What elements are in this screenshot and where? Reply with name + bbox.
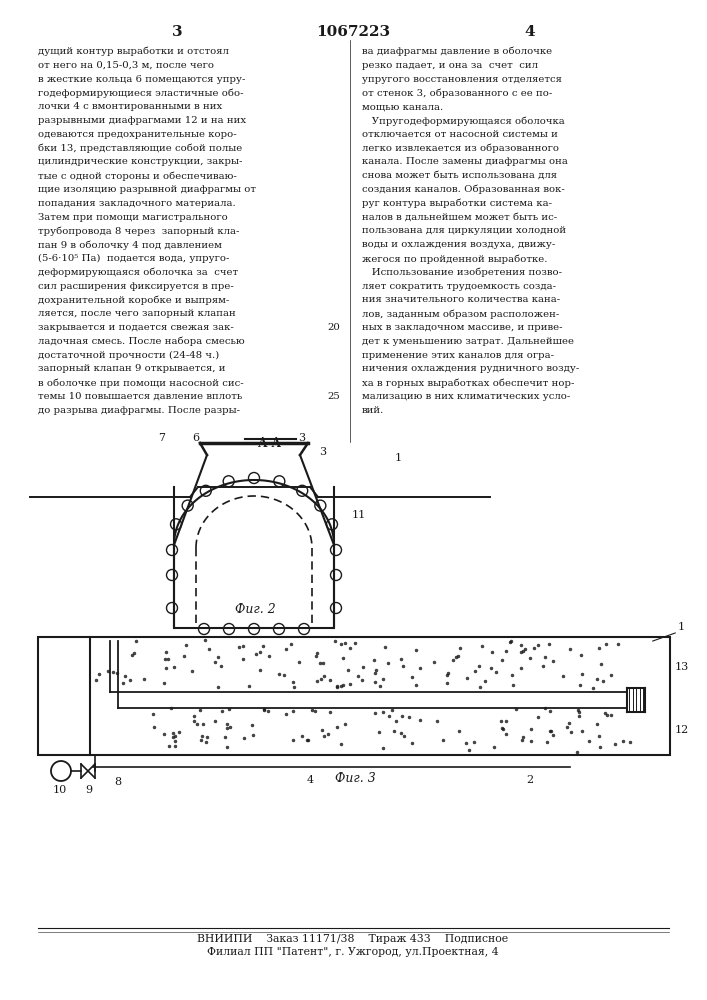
Text: пан 9 в оболочку 4 под давлением: пан 9 в оболочку 4 под давлением: [38, 240, 222, 250]
Text: ха в горных выработках обеспечит нор-: ха в горных выработках обеспечит нор-: [362, 378, 574, 388]
Text: снова может быть использована для: снова может быть использована для: [362, 171, 557, 180]
Text: попадания закладочного материала.: попадания закладочного материала.: [38, 199, 235, 208]
Text: 1: 1: [678, 622, 685, 632]
Text: достаточной прочности (24-48 ч.): достаточной прочности (24-48 ч.): [38, 351, 219, 360]
Text: ВНИИПИ    Заказ 11171/38    Тираж 433    Подписное: ВНИИПИ Заказ 11171/38 Тираж 433 Подписно…: [197, 934, 508, 944]
Text: жегося по пройденной выработке.: жегося по пройденной выработке.: [362, 254, 547, 263]
Text: в жесткие кольца 6 помещаются упру-: в жесткие кольца 6 помещаются упру-: [38, 75, 245, 84]
Text: Фиг. 2: Фиг. 2: [235, 603, 275, 616]
Text: (5-6·10⁵ Па)  подается вода, упруго-: (5-6·10⁵ Па) подается вода, упруго-: [38, 254, 229, 263]
Text: ляется, после чего запорный клапан: ляется, после чего запорный клапан: [38, 309, 235, 318]
Text: воды и охлаждения воздуха, движу-: воды и охлаждения воздуха, движу-: [362, 240, 555, 249]
Text: закрывается и подается свежая зак-: закрывается и подается свежая зак-: [38, 323, 234, 332]
Text: руг контура выработки система ка-: руг контура выработки система ка-: [362, 199, 552, 208]
Text: 25: 25: [327, 392, 340, 401]
Text: вий.: вий.: [362, 406, 385, 415]
Text: применение этих каналов для огра-: применение этих каналов для огра-: [362, 351, 554, 360]
Text: мощью канала.: мощью канала.: [362, 102, 443, 111]
Text: 4: 4: [306, 775, 314, 785]
Text: Упругодеформирующаяся оболочка: Упругодеформирующаяся оболочка: [362, 116, 565, 125]
Text: упругого восстановления отделяется: упругого восстановления отделяется: [362, 75, 562, 84]
Text: отключается от насосной системы и: отключается от насосной системы и: [362, 130, 558, 139]
Text: 10: 10: [53, 785, 67, 795]
Text: мализацию в них климатических усло-: мализацию в них климатических усло-: [362, 392, 571, 401]
Text: 9: 9: [85, 785, 92, 795]
Text: до разрыва диафрагмы. После разры-: до разрыва диафрагмы. После разры-: [38, 406, 240, 415]
Text: в оболочке при помощи насосной сис-: в оболочке при помощи насосной сис-: [38, 378, 244, 388]
Text: ничения охлаждения рудничного возду-: ничения охлаждения рудничного возду-: [362, 364, 579, 373]
Text: темы 10 повышается давление вплоть: темы 10 повышается давление вплоть: [38, 392, 243, 401]
Text: дущий контур выработки и отстоял: дущий контур выработки и отстоял: [38, 47, 229, 56]
Text: разрывными диафрагмами 12 и на них: разрывными диафрагмами 12 и на них: [38, 116, 246, 125]
Text: лочки 4 с вмонтированными в них: лочки 4 с вмонтированными в них: [38, 102, 222, 111]
Text: 11: 11: [352, 510, 366, 520]
Bar: [38, 637, 670, 755]
Text: ляет сократить трудоемкость созда-: ляет сократить трудоемкость созда-: [362, 282, 556, 291]
Text: ния значительного количества кана-: ния значительного количества кана-: [362, 295, 560, 304]
Text: ладочная смесь. После набора смесью: ладочная смесь. После набора смесью: [38, 337, 245, 346]
Text: 3: 3: [298, 433, 305, 443]
Text: Затем при помощи магистрального: Затем при помощи магистрального: [38, 213, 228, 222]
Text: пользована для циркуляции холодной: пользована для циркуляции холодной: [362, 226, 566, 235]
Text: одеваются предохранительные коро-: одеваются предохранительные коро-: [38, 130, 237, 139]
Text: А-А: А-А: [258, 437, 282, 450]
Text: 12: 12: [675, 725, 689, 735]
Text: Фиг. 3: Фиг. 3: [334, 772, 375, 785]
Text: 1067223: 1067223: [316, 25, 390, 39]
Text: бки 13, представляющие собой полые: бки 13, представляющие собой полые: [38, 144, 243, 153]
Text: 2: 2: [527, 775, 534, 785]
Text: деформирующаяся оболочка за  счет: деформирующаяся оболочка за счет: [38, 268, 238, 277]
Text: щие изоляцию разрывной диафрагмы от: щие изоляцию разрывной диафрагмы от: [38, 185, 256, 194]
Text: 8: 8: [115, 777, 122, 787]
Text: легко извлекается из образованного: легко извлекается из образованного: [362, 144, 559, 153]
Text: трубопровода 8 через  запорный кла-: трубопровода 8 через запорный кла-: [38, 226, 240, 236]
Text: налов в дальнейшем может быть ис-: налов в дальнейшем может быть ис-: [362, 213, 557, 222]
Text: резко падает, и она за  счет  сил: резко падает, и она за счет сил: [362, 61, 538, 70]
Text: Использование изобретения позво-: Использование изобретения позво-: [362, 268, 562, 277]
Text: дет к уменьшению затрат. Дальнейшее: дет к уменьшению затрат. Дальнейшее: [362, 337, 574, 346]
Text: от стенок 3, образованного с ее по-: от стенок 3, образованного с ее по-: [362, 88, 552, 98]
Text: 3: 3: [320, 447, 327, 457]
Text: 13: 13: [675, 662, 689, 672]
Text: годеформирующиеся эластичные обо-: годеформирующиеся эластичные обо-: [38, 88, 243, 98]
Text: тые с одной стороны и обеспечиваю-: тые с одной стороны и обеспечиваю-: [38, 171, 237, 181]
Text: 4: 4: [525, 25, 535, 39]
Text: Филиал ПП "Патент", г. Ужгород, ул.Проектная, 4: Филиал ПП "Патент", г. Ужгород, ул.Проек…: [207, 947, 499, 957]
Text: 1: 1: [395, 453, 402, 463]
Text: запорный клапан 9 открывается, и: запорный клапан 9 открывается, и: [38, 364, 226, 373]
Text: 6: 6: [192, 433, 199, 443]
Text: 20: 20: [327, 323, 340, 332]
Text: от него на 0,15-0,3 м, после чего: от него на 0,15-0,3 м, после чего: [38, 61, 214, 70]
Text: ва диафрагмы давление в оболочке: ва диафрагмы давление в оболочке: [362, 47, 552, 56]
Text: лов, заданным образом расположен-: лов, заданным образом расположен-: [362, 309, 559, 319]
Text: 7: 7: [158, 433, 165, 443]
Text: дохранительной коробке и выпрям-: дохранительной коробке и выпрям-: [38, 295, 229, 305]
Text: создания каналов. Образованная вок-: создания каналов. Образованная вок-: [362, 185, 565, 194]
Text: ных в закладочном массиве, и приве-: ных в закладочном массиве, и приве-: [362, 323, 563, 332]
Text: 3: 3: [172, 25, 182, 39]
Text: цилиндрические конструкции, закры-: цилиндрические конструкции, закры-: [38, 157, 243, 166]
Text: сил расширения фиксируется в пре-: сил расширения фиксируется в пре-: [38, 282, 234, 291]
Text: канала. После замены диафрагмы она: канала. После замены диафрагмы она: [362, 157, 568, 166]
